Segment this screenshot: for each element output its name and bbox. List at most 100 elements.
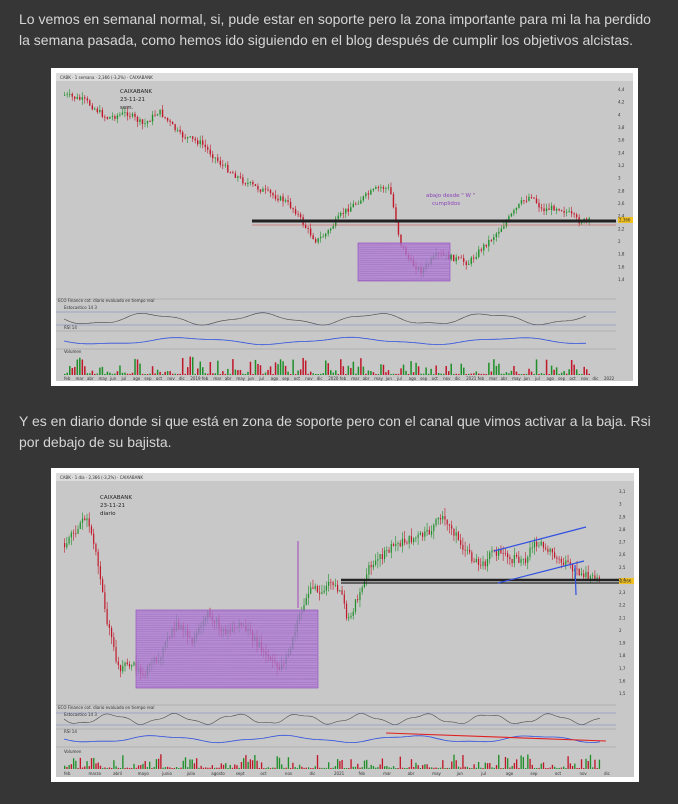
candle-body [484,561,486,567]
candle-body [194,138,196,141]
x-tick-label: ago [506,771,514,776]
candle-body [84,97,86,99]
candle-body [482,561,484,566]
candle-body [466,549,468,551]
x-tick-label: mayo [138,771,150,776]
volume-bar [319,373,322,375]
candle-body [299,214,302,218]
candle-body [81,97,83,100]
volume-bar [509,767,511,769]
candle-body [330,581,332,583]
x-tick-label: nov [579,771,587,776]
x-tick-label: nov [285,771,293,776]
candle-body [520,200,523,204]
candle-body [486,558,489,567]
candle-body [69,93,71,95]
x-tick-label: dic [604,771,610,776]
candle-body [477,558,480,565]
candle-body [473,561,475,563]
candle-body [350,615,352,618]
candle-body [500,228,503,232]
volume-bar [473,764,475,769]
candle-body [113,637,115,648]
x-tick-label: dic [455,376,461,381]
volume-bar [428,767,431,769]
candle-body [563,211,565,213]
volume-bar [258,767,261,769]
volume-bar [309,371,312,375]
y-tick-label: 1,6 [619,678,626,683]
osc-rsi-label: RSI 14 [64,325,77,330]
volume-bar [426,764,428,769]
volume-bar [524,767,527,769]
volume-bar [359,767,361,769]
volume-bar [332,767,334,769]
candle-body [97,551,99,567]
candle-body [542,541,545,548]
volume-bar [247,761,249,769]
volume-bar [252,373,254,375]
candle-body [357,203,360,205]
x-tick-label: jun [456,771,464,776]
volume-bar [278,757,281,769]
candle-body [580,573,583,575]
candle-body [390,187,392,195]
volume-bar [323,767,325,769]
candle-body [536,541,538,547]
candle-body [382,187,385,189]
candle-body [117,661,119,666]
volume-bar [310,767,312,769]
candle-body [560,210,563,212]
chart-annotation-line1: abajo desde " W " [426,193,475,199]
volume-bar [214,373,217,375]
volume-bar [171,767,173,769]
candle-body [227,164,229,173]
volume-bar [445,365,447,375]
volume-bar [551,764,554,769]
y-tick-label: 2,8 [619,527,626,532]
volume-bar [202,767,205,769]
volume-bar [69,365,71,375]
volume-bar [251,760,254,769]
volume-bar [151,767,153,769]
volume-bar [289,373,292,375]
volume-bar [440,373,442,375]
volume-bar [513,763,516,769]
candle-body [375,187,377,189]
volume-bar [281,764,283,769]
volume-bar [345,373,347,375]
volume-bar [483,373,485,375]
volume-bar [493,767,495,769]
y-tick-label: 2,8 [618,188,625,193]
candle-body [573,213,575,215]
y-tick-label: 2 [619,628,622,633]
y-tick-label: 4,2 [618,100,625,105]
volume-bar [77,767,79,769]
volume-bar [361,767,363,769]
volume-bar [589,754,592,769]
volume-bar [267,767,269,769]
candle-body [525,200,528,202]
candle-body [272,193,274,196]
candle-body [314,239,317,243]
candle-body [585,571,587,578]
candle-body [444,516,446,520]
x-tick-label: may [432,771,441,776]
y-tick-label: 2 [618,239,621,244]
candle-body [485,244,487,247]
candle-body [550,205,553,210]
candle-body [504,553,506,555]
volume-bar [304,360,307,375]
candle-body [254,184,257,186]
candle-body [520,559,522,563]
volume-bar [510,370,513,375]
volume-bar [126,767,128,769]
x-tick-label: may [98,376,107,381]
volume-bar [500,767,502,769]
volume-bar [151,366,154,375]
y-tick-label: 2,2 [618,226,625,231]
candle-body [219,160,221,165]
candle-body [523,200,525,202]
x-tick-label: dic [593,376,599,381]
volume-bar [131,372,134,375]
